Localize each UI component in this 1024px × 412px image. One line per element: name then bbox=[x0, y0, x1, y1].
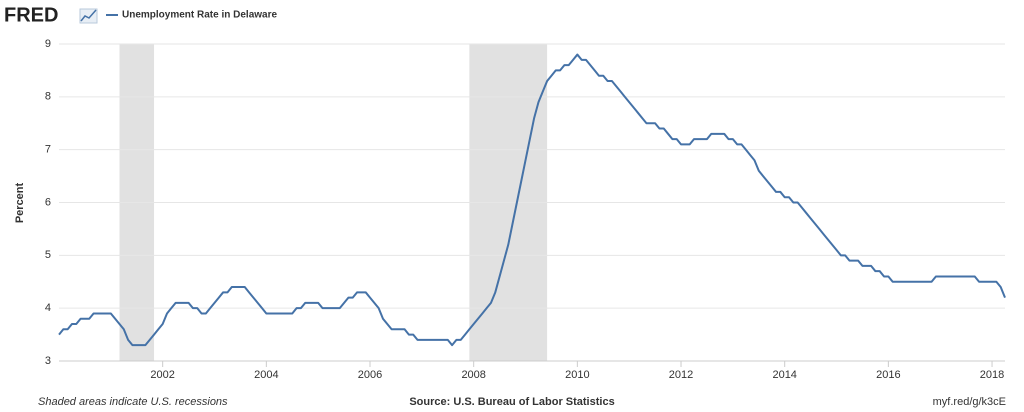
x-tick-label: 2018 bbox=[980, 369, 1004, 381]
legend-label: Unemployment Rate in Delaware bbox=[122, 10, 277, 21]
x-tick-label: 2016 bbox=[876, 369, 900, 381]
x-tick-label: 2008 bbox=[461, 369, 485, 381]
y-tick-label: 4 bbox=[45, 302, 51, 314]
y-tick-label: 7 bbox=[45, 144, 51, 156]
x-tick-label: 2004 bbox=[254, 369, 278, 381]
x-tick-label: 2012 bbox=[669, 369, 693, 381]
y-tick-label: 9 bbox=[45, 38, 51, 50]
x-tick-label: 2014 bbox=[772, 369, 796, 381]
y-tick-label: 8 bbox=[45, 91, 51, 103]
x-tick-label: 2006 bbox=[358, 369, 382, 381]
y-tick-label: 5 bbox=[45, 249, 51, 261]
source: Source: U.S. Bureau of Labor Statistics bbox=[409, 396, 614, 408]
link: myf.red/g/k3cE bbox=[933, 396, 1006, 408]
y-axis-label: Percent bbox=[14, 182, 26, 223]
logo-icon bbox=[79, 8, 98, 24]
y-tick-label: 6 bbox=[45, 196, 51, 208]
y-tick-label: 3 bbox=[45, 355, 51, 367]
series-line bbox=[58, 53, 1006, 347]
footer-note: Shaded areas indicate U.S. recessions bbox=[38, 396, 228, 408]
x-tick-label: 2002 bbox=[150, 369, 174, 381]
x-tick-label: 2010 bbox=[565, 369, 589, 381]
logo: FRED bbox=[4, 4, 58, 26]
